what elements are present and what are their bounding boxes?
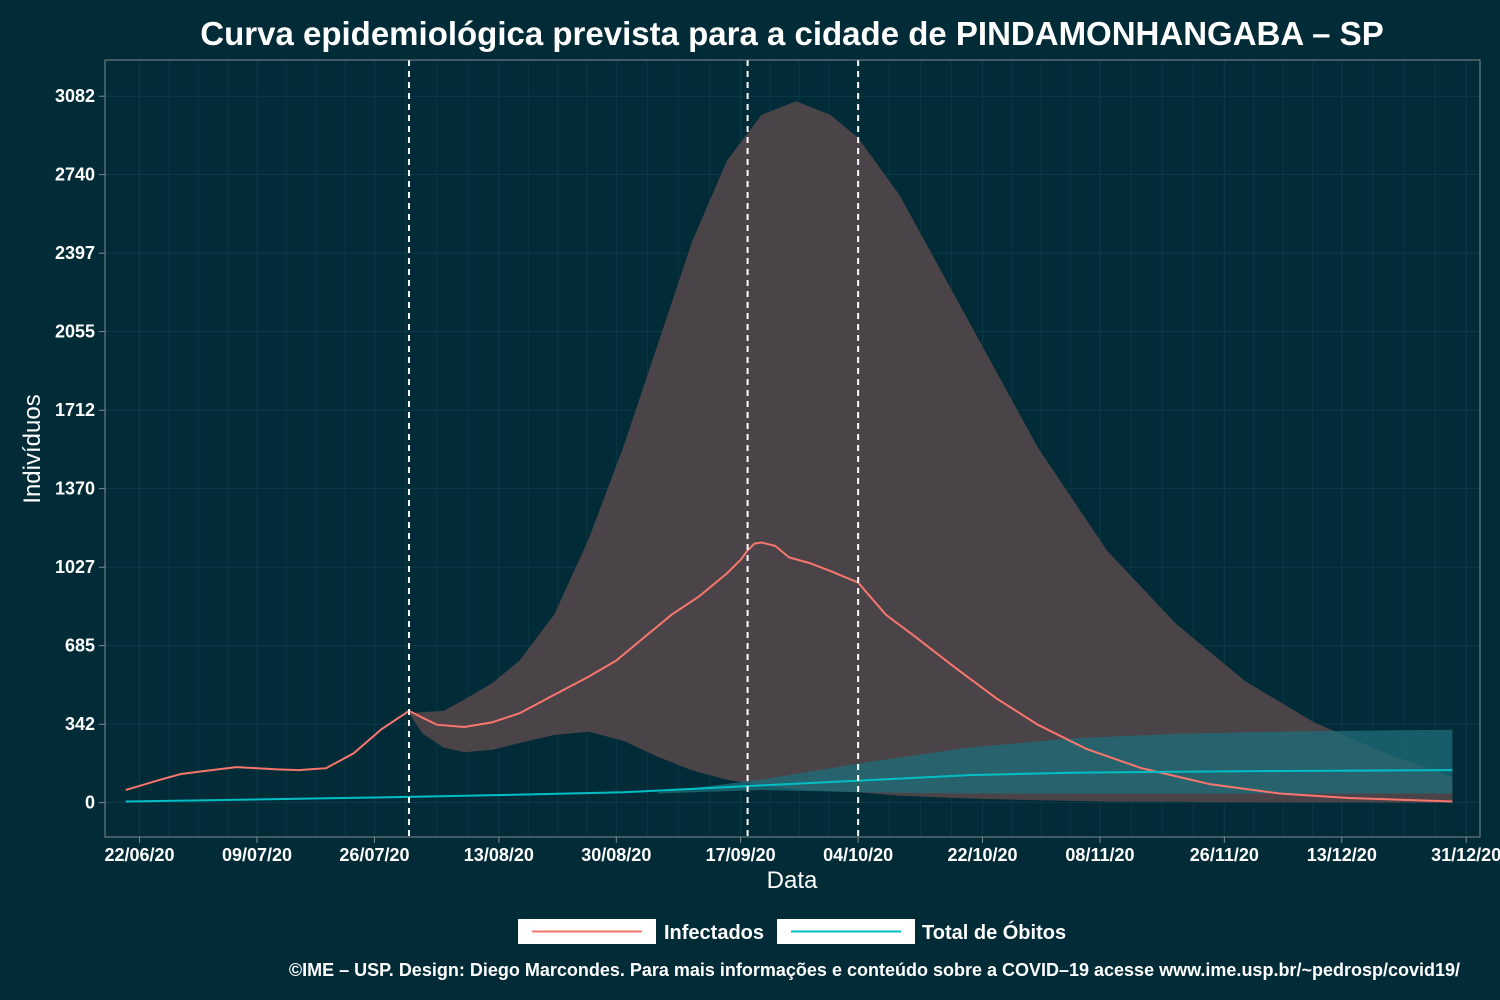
reference-lines bbox=[408, 60, 860, 837]
x-tick-label: 17/09/20 bbox=[706, 845, 776, 865]
x-axis-title: Data bbox=[767, 867, 818, 894]
band-infectados bbox=[409, 101, 1453, 803]
y-axis-title: Indivíduos bbox=[19, 394, 46, 503]
panel-border bbox=[104, 59, 1481, 838]
series-line-infectados bbox=[125, 541, 1453, 803]
y-tick-label: 1027 bbox=[55, 557, 95, 577]
legend: Infectados Total de Óbitos bbox=[518, 919, 1066, 944]
legend-label: Infectados bbox=[664, 922, 764, 944]
legend-label: Total de Óbitos bbox=[922, 920, 1066, 944]
y-tick-label: 0 bbox=[85, 793, 95, 813]
chart-title: Curva epidemiológica prevista para a cid… bbox=[200, 15, 1383, 52]
caption: ©IME – USP. Design: Diego Marcondes. Par… bbox=[289, 960, 1460, 980]
confidence-bands bbox=[409, 101, 1453, 803]
x-tick-label: 04/10/20 bbox=[823, 845, 893, 865]
x-tick-label: 26/11/20 bbox=[1190, 845, 1259, 865]
x-tick-label: 22/06/20 bbox=[105, 845, 175, 865]
x-axis-ticks: 22/06/20 09/07/20 26/07/20 13/08/20 30/08/20… bbox=[105, 837, 1500, 865]
series-lines bbox=[125, 541, 1453, 803]
x-tick-label: 09/07/20 bbox=[222, 845, 292, 865]
series-line-total-de-óbitos bbox=[125, 769, 1453, 803]
x-tick-label: 22/10/20 bbox=[947, 845, 1017, 865]
y-tick-label: 1712 bbox=[55, 400, 95, 420]
y-tick-label: 2740 bbox=[55, 165, 95, 185]
y-tick-label: 2055 bbox=[55, 322, 95, 342]
x-tick-label: 08/11/20 bbox=[1065, 845, 1134, 865]
y-tick-label: 2397 bbox=[55, 243, 95, 263]
x-tick-label: 13/08/20 bbox=[464, 845, 534, 865]
y-tick-label: 685 bbox=[65, 636, 95, 656]
band-total-de-óbitos bbox=[657, 729, 1453, 794]
y-tick-label: 342 bbox=[65, 714, 95, 734]
x-tick-label: 13/12/20 bbox=[1307, 845, 1377, 865]
y-tick-label: 3082 bbox=[55, 86, 95, 106]
y-tick-label: 1370 bbox=[55, 479, 95, 499]
x-tick-label: 26/07/20 bbox=[339, 845, 409, 865]
x-tick-label: 30/08/20 bbox=[581, 845, 651, 865]
y-axis-ticks: 0 342 685 1027 1370 1712 2055 2397 2740 3082 bbox=[55, 86, 105, 813]
x-tick-label: 31/12/20 bbox=[1431, 845, 1500, 865]
